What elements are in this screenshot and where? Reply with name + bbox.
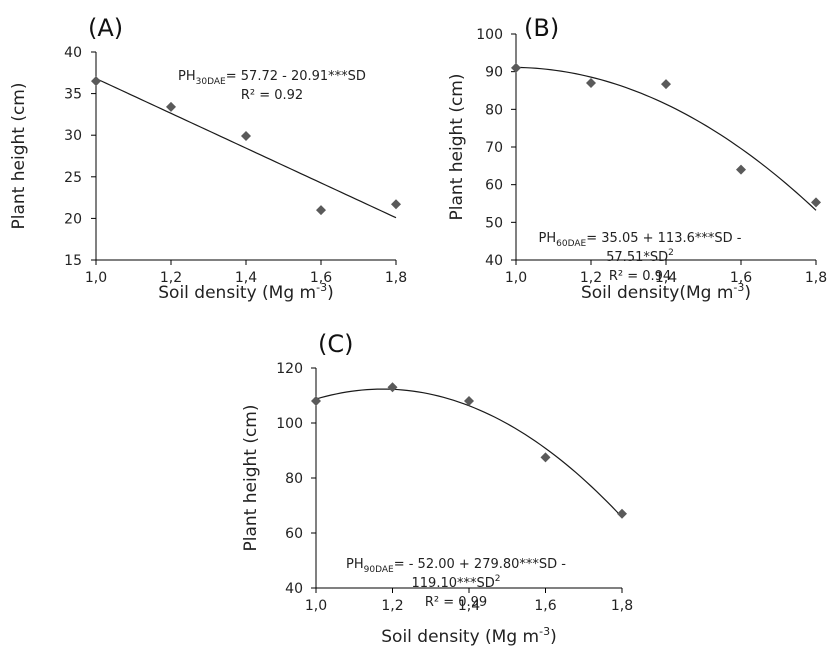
y-tick-label: 60 [485, 178, 503, 194]
data-point [511, 62, 521, 73]
data-point [464, 396, 474, 406]
y-axis-title: Plant height (cm) [9, 83, 29, 230]
y-tick-label: 25 [64, 170, 82, 186]
y-tick-label: 40 [64, 45, 82, 61]
x-tick-label: 1,0 [305, 598, 327, 614]
x-tick-label: 1,0 [505, 270, 527, 286]
equation-line: R² = 0.99 [425, 595, 487, 610]
y-tick-label: 35 [64, 87, 82, 103]
equation-line: PH90DAE= - 52.00 + 279.80***SD - [346, 557, 566, 575]
chart-panel-0: 15 20 25 30 35 40 1,0 1,2 1,4 1,6 1,8 Plant height … [9, 14, 407, 303]
y-tick-label: 20 [64, 211, 82, 227]
panel-label: (A) [88, 14, 123, 42]
x-tick-label: 1,4 [235, 270, 257, 286]
trend-line [95, 77, 397, 219]
data-point [166, 101, 176, 112]
y-tick-label: 70 [485, 140, 503, 156]
trend-line [315, 388, 623, 518]
y-tick-label: 15 [64, 253, 82, 269]
panel-label: (C) [318, 330, 353, 358]
y-tick-label: 90 [485, 65, 503, 81]
data-point [311, 396, 321, 406]
data-point [91, 76, 101, 87]
x-tick-label: 1,8 [805, 270, 827, 286]
x-tick-label: 1,2 [160, 270, 182, 286]
trend-line [515, 66, 817, 211]
data-point [661, 79, 671, 90]
x-tick-label: 1,8 [385, 270, 407, 286]
x-tick-label: 1,4 [458, 598, 480, 614]
data-point [387, 382, 398, 393]
data-point [617, 508, 627, 519]
y-tick-label: 30 [64, 128, 82, 144]
x-tick-label: 1,6 [534, 598, 556, 614]
y-tick-label: 50 [485, 215, 503, 231]
y-tick-label: 120 [276, 361, 303, 377]
x-tick-label: 1,8 [611, 598, 633, 614]
equation-line: R² = 0.94 [609, 269, 671, 284]
x-tick-label: 1,2 [381, 598, 403, 614]
equation-line: PH30DAE= 57.72 - 20.91***SD [178, 69, 366, 87]
data-point [391, 199, 401, 210]
panel-label: (B) [524, 14, 559, 42]
y-tick-label: 100 [276, 416, 303, 432]
data-point [241, 131, 251, 142]
equation-line: 119.10***SD2 [412, 574, 501, 591]
chart-panel-1: 40 50 60 70 80 90 100 1,0 1,2 1,4 1,6 1,8 Plant heig… [447, 14, 827, 303]
x-axis-title: Soil density (Mg m-3) [381, 625, 556, 647]
data-point [540, 452, 551, 463]
data-point [586, 77, 596, 88]
x-axis-title: Soil density(Mg m-3) [581, 281, 751, 303]
y-tick-label: 40 [285, 581, 303, 597]
x-tick-label: 1,0 [85, 270, 107, 286]
data-point [736, 164, 746, 175]
data-point [811, 197, 821, 208]
y-tick-label: 100 [476, 27, 503, 43]
equation-line: PH60DAE= 35.05 + 113.6***SD - [539, 231, 742, 249]
x-axis-title: Soil density (Mg m-3) [158, 281, 333, 303]
x-tick-label: 1,6 [730, 270, 752, 286]
y-axis-title: Plant height (cm) [447, 74, 467, 221]
y-axis-title: Plant height (cm) [241, 405, 261, 552]
y-tick-label: 40 [485, 253, 503, 269]
equation-line: R² = 0.92 [241, 88, 303, 103]
chart-panel-2: 40 60 80 100 120 1,0 1,2 1,4 1,6 1,8 Plant height … [241, 330, 633, 647]
x-tick-label: 1,2 [580, 270, 602, 286]
equation-line: 57.51*SD2 [606, 248, 674, 265]
x-tick-label: 1,4 [655, 270, 677, 286]
x-tick-label: 1,6 [310, 270, 332, 286]
y-tick-label: 60 [285, 526, 303, 542]
y-tick-label: 80 [485, 102, 503, 118]
data-point [316, 205, 326, 216]
y-tick-label: 80 [285, 471, 303, 487]
